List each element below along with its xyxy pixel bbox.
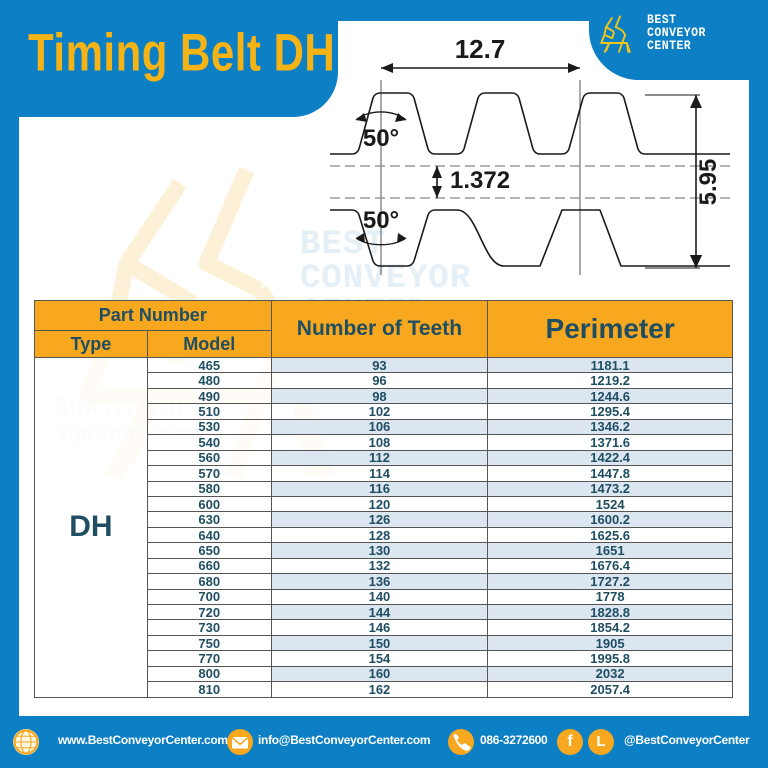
svg-text:12.7: 12.7 (455, 34, 506, 64)
svg-text:5.95: 5.95 (695, 159, 722, 206)
svg-text:50°: 50° (363, 125, 399, 152)
svg-text:1.372: 1.372 (450, 167, 510, 194)
svg-text:50°: 50° (363, 207, 399, 234)
